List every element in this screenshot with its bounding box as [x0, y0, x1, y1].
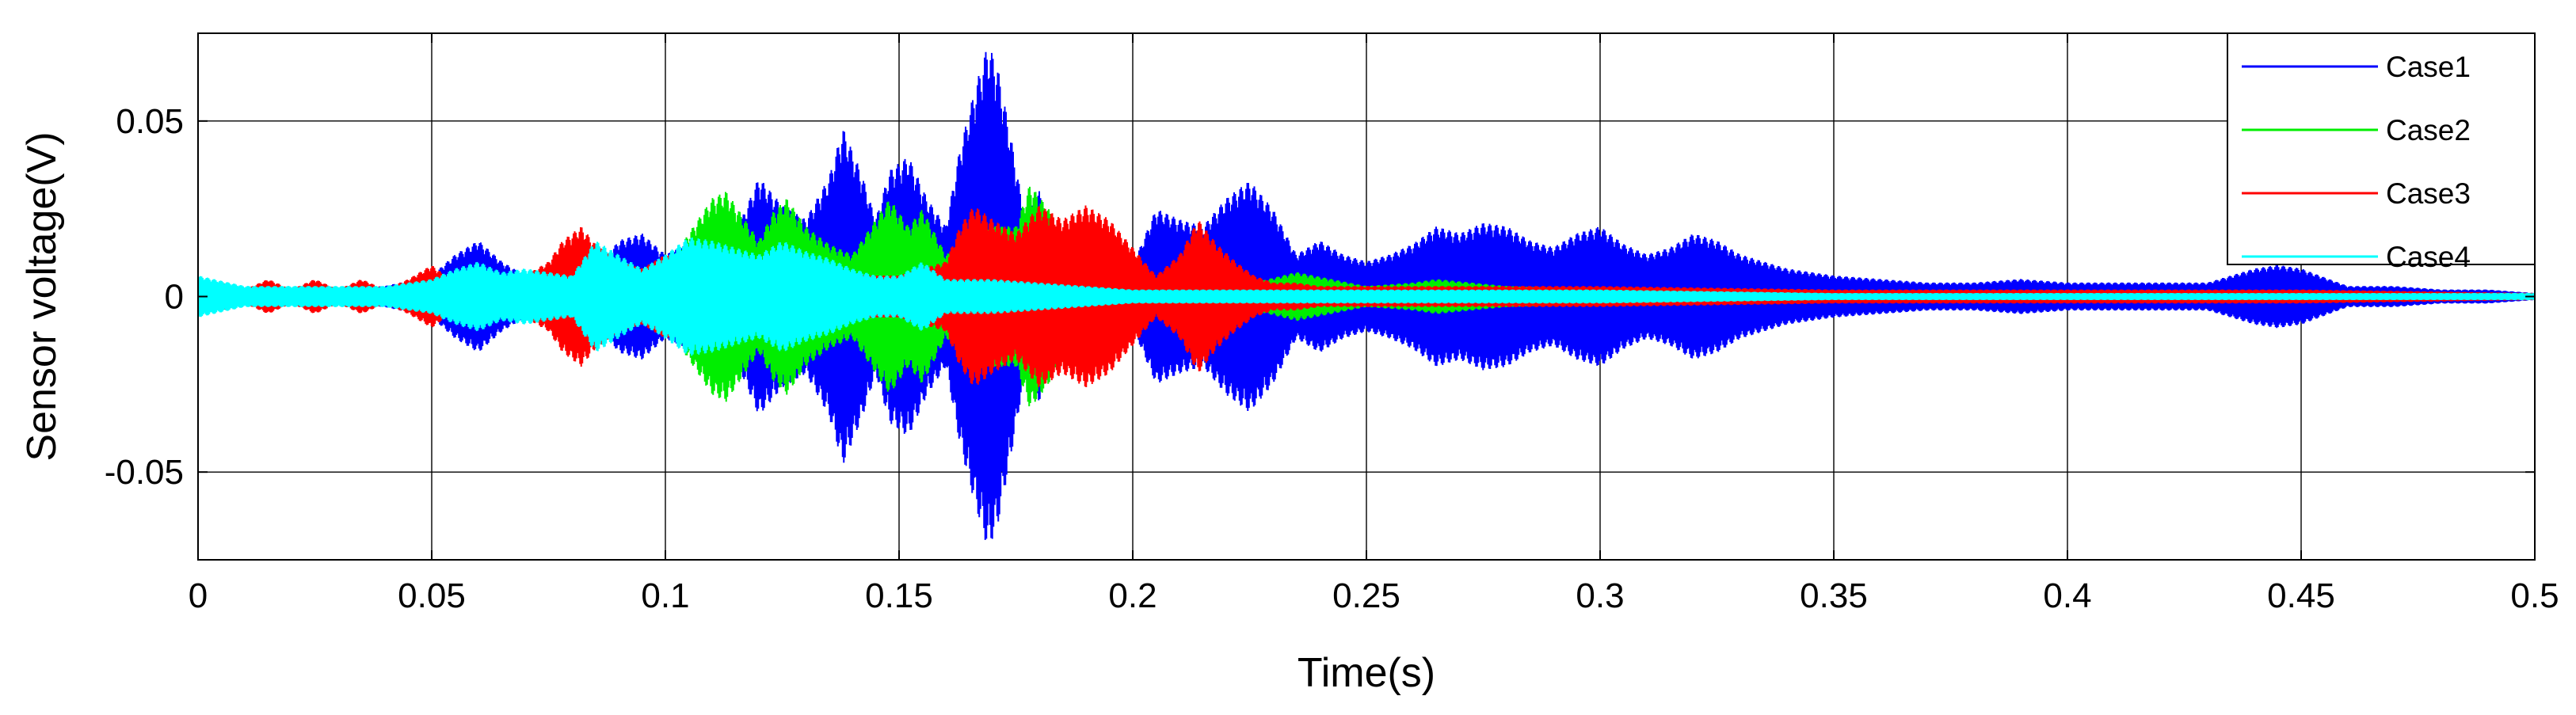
x-tick-label: 0.35 [1800, 576, 1868, 615]
y-tick-label: 0 [165, 278, 184, 317]
y-axis-label: Sensor voltage(V) [19, 131, 65, 461]
legend-label-case3: Case3 [2386, 177, 2471, 210]
legend-label-case2: Case2 [2386, 114, 2471, 146]
axis-ticks: 0 0.05 0.1 0.15 0.2 0.25 0.3 0.35 0.4 0.45 0.5 0.05… [105, 33, 2559, 615]
x-tick-label: 0.05 [398, 576, 466, 615]
legend-label-case4: Case4 [2386, 241, 2471, 273]
legend: Case1 Case2 Case3 Case4 [2227, 32, 2536, 273]
legend-box [2227, 32, 2536, 265]
x-tick-label: 0.5 [2510, 576, 2559, 615]
x-tick-label: 0.3 [1576, 576, 1624, 615]
x-tick-label: 0.1 [641, 576, 689, 615]
x-tick-label: 0.45 [2267, 576, 2335, 615]
x-tick-label: 0.15 [865, 576, 933, 615]
series-case4 [198, 238, 2535, 356]
y-tick-label: 0.05 [116, 102, 184, 141]
x-axis-label: Time(s) [1298, 650, 1435, 696]
x-tick-label: 0 [189, 576, 208, 615]
x-tick-label: 0.2 [1108, 576, 1157, 615]
x-tick-label: 0.25 [1332, 576, 1400, 615]
x-tick-label: 0.4 [2043, 576, 2091, 615]
y-tick-label: -0.05 [105, 453, 184, 492]
series-layer [198, 51, 2535, 540]
legend-label-case1: Case1 [2386, 51, 2471, 83]
